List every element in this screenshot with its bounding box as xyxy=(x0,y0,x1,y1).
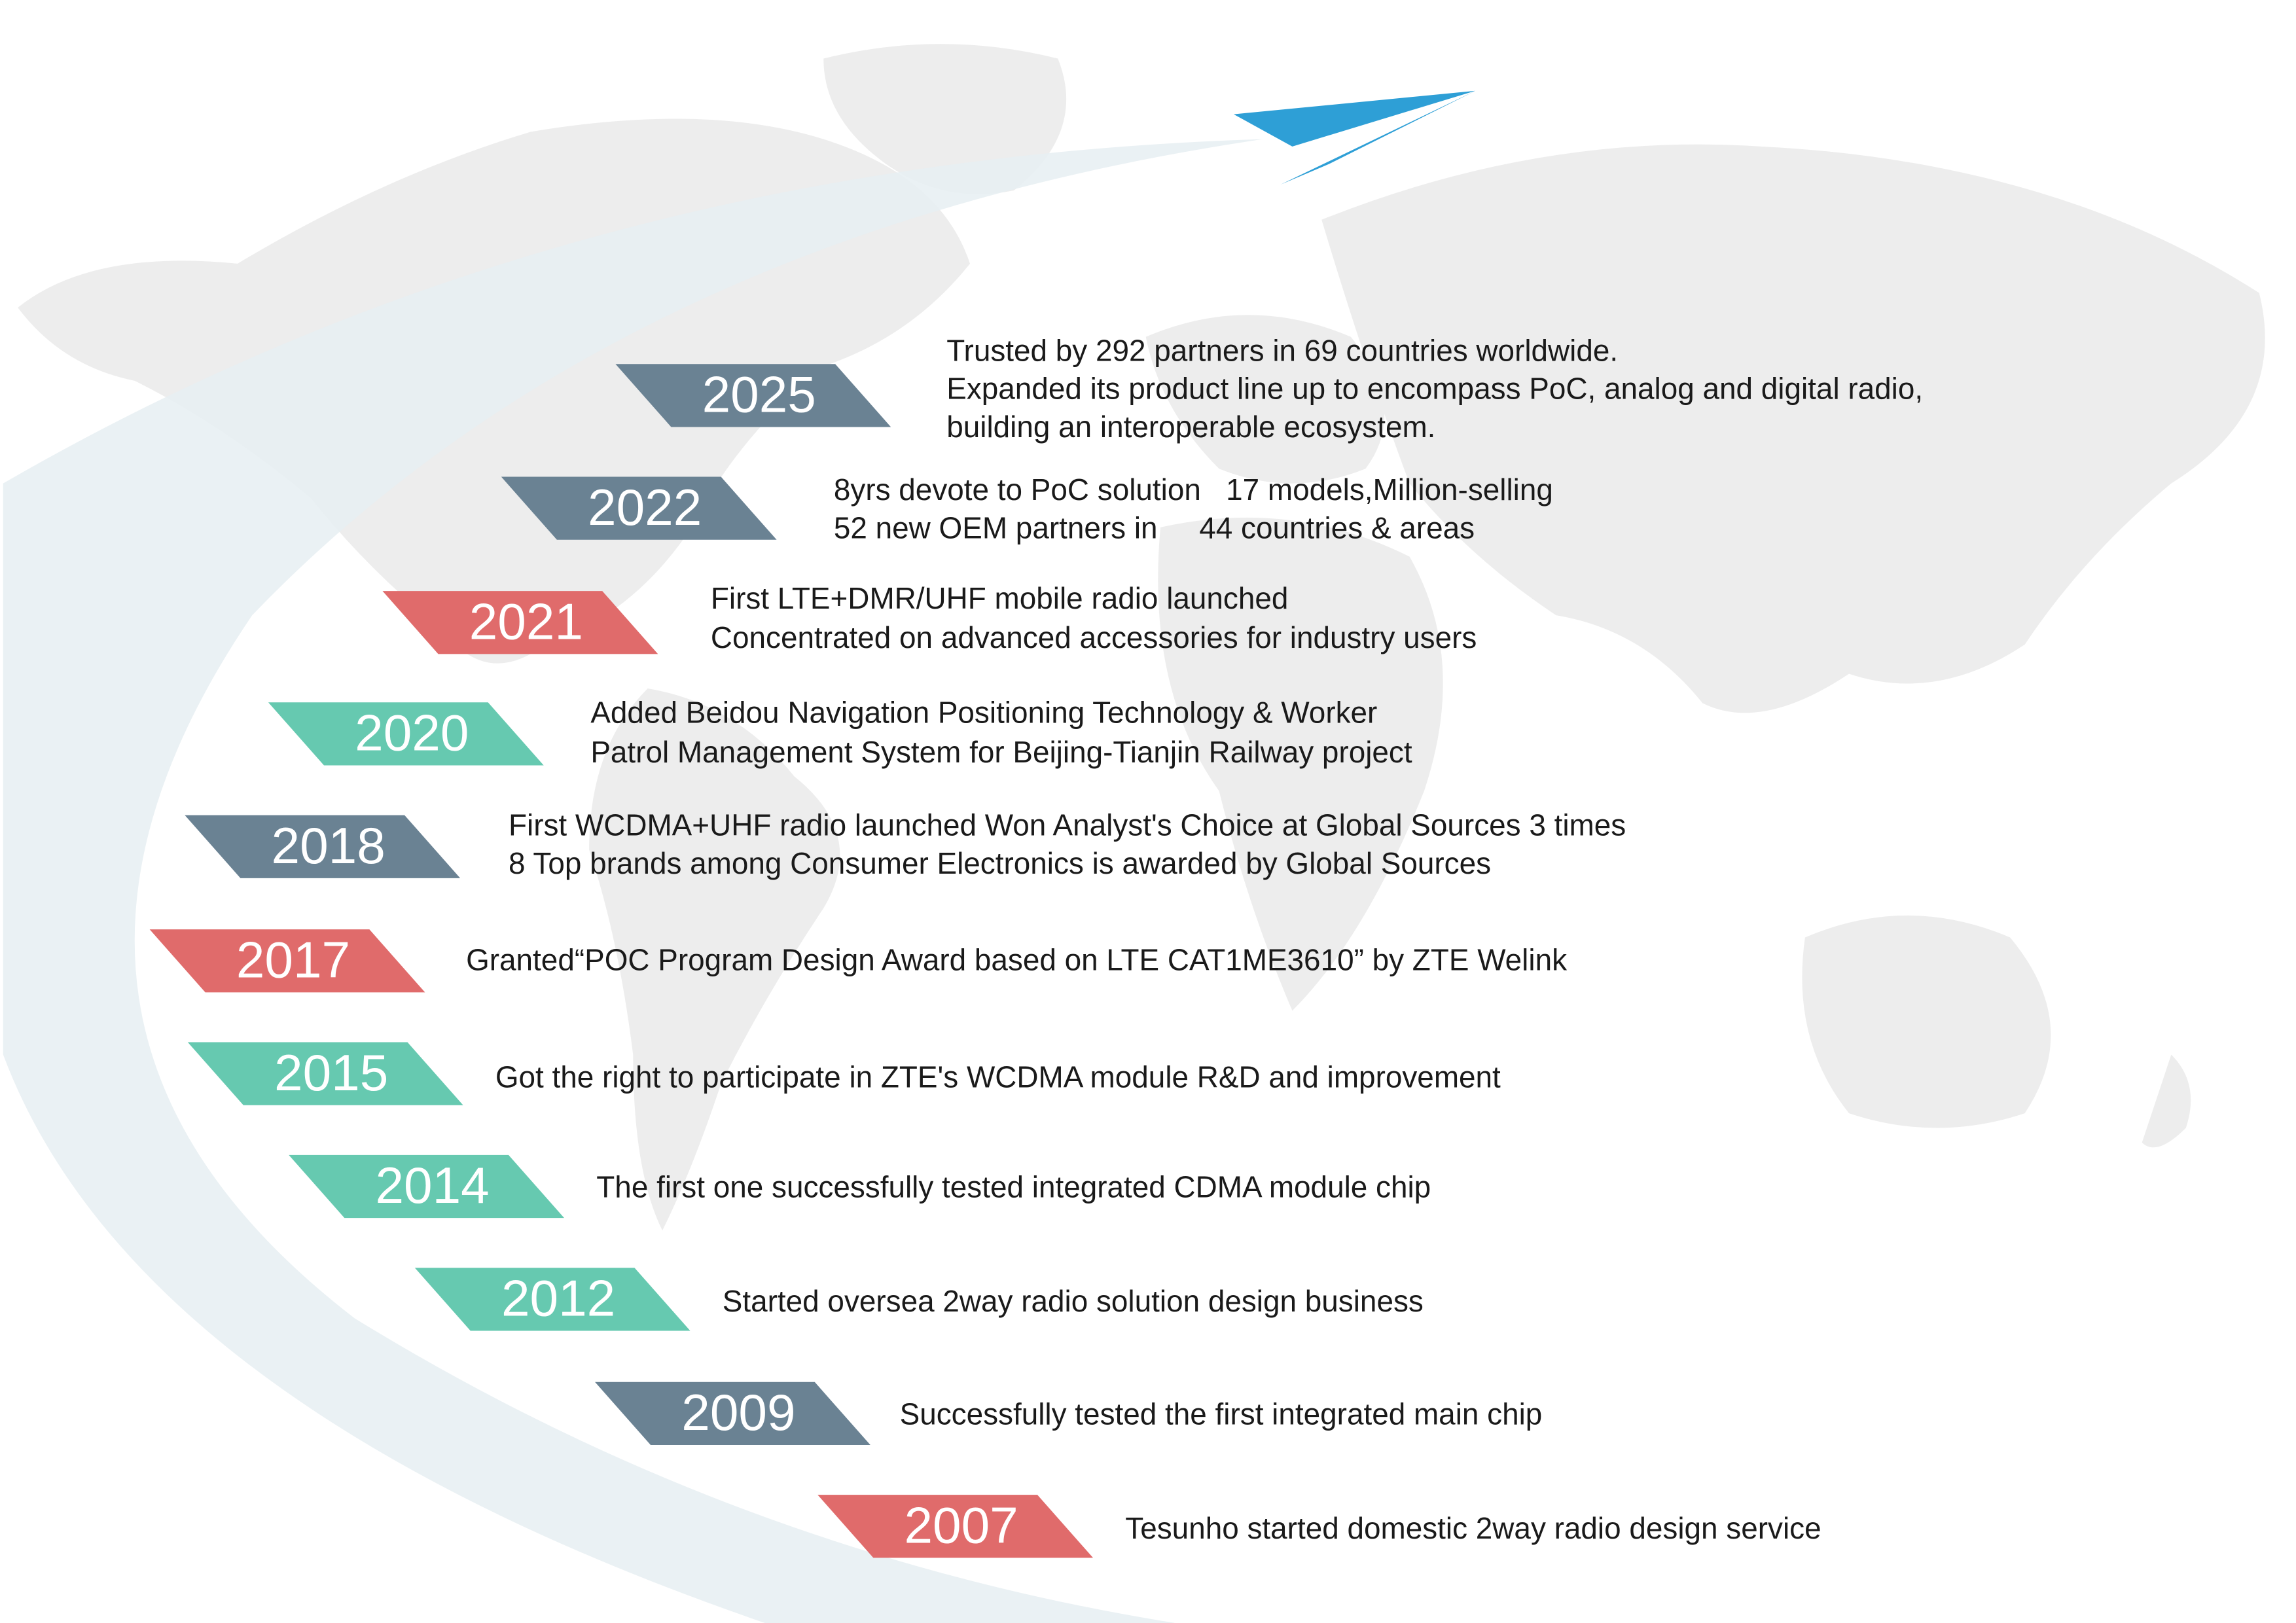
event: 2020 Added Beidou Navigation Positioning … xyxy=(268,695,1412,769)
year-label: 2021 xyxy=(469,592,583,650)
event-text: First LTE+DMR/UHF mobile radio launched xyxy=(711,581,1289,615)
year-badge xyxy=(414,1268,691,1331)
event-text: Tesunho started domestic 2way radio desi… xyxy=(1125,1511,1821,1545)
paper-plane xyxy=(1233,90,1476,185)
year-label: 2017 xyxy=(236,931,350,988)
event-text: Successfully tested the first integrated… xyxy=(900,1397,1543,1431)
year-badge xyxy=(268,702,544,766)
year-badge xyxy=(501,476,777,540)
event: 2022 8yrs devote to PoC solution 17 model… xyxy=(501,473,1553,544)
events: 2025 Trusted by 292 partners in 69 countr… xyxy=(149,334,1923,1558)
event-text: 8 Top brands among Consumer Electronics … xyxy=(509,846,1491,880)
year-badge xyxy=(595,1382,870,1446)
year-label: 2025 xyxy=(702,365,816,423)
event: 2015 Got the right to participate in ZTE'… xyxy=(187,1042,1501,1105)
event: 2014 The first one successfully tested in… xyxy=(289,1154,1431,1219)
event-text: Concentrated on advanced accessories for… xyxy=(711,620,1477,654)
event: 2021 First LTE+DMR/UHF mobile radio launc… xyxy=(382,581,1477,654)
year-badge xyxy=(187,1042,463,1105)
event-text: Patrol Management System for Beijing-Tia… xyxy=(590,735,1412,769)
event-text: The first one successfully tested integr… xyxy=(596,1170,1431,1204)
event: 2012 Started oversea 2way radio solution … xyxy=(414,1268,1424,1331)
event: 2018 First WCDMA+UHF radio launched Won A… xyxy=(185,808,1626,880)
event-text: Started oversea 2way radio solution desi… xyxy=(723,1284,1424,1318)
year-badge xyxy=(185,815,461,878)
year-label: 2020 xyxy=(355,704,469,762)
year-label: 2018 xyxy=(272,817,386,874)
year-label: 2022 xyxy=(588,478,702,536)
event: 2025 Trusted by 292 partners in 69 countr… xyxy=(615,334,1923,444)
year-label: 2012 xyxy=(501,1270,615,1327)
event-text: 52 new OEM partners in 44 countries & ar… xyxy=(834,510,1475,544)
year-label: 2014 xyxy=(375,1156,489,1214)
year-badge xyxy=(149,929,425,993)
year-badge xyxy=(615,364,891,427)
event-text: building an interoperable ecosystem. xyxy=(946,410,1435,444)
year-badge xyxy=(289,1154,565,1219)
year-label: 2015 xyxy=(274,1044,388,1101)
event-text: Got the right to participate in ZTE's WC… xyxy=(495,1060,1501,1094)
event-text: Granted“POC Program Design Award based o… xyxy=(466,943,1567,977)
swoosh xyxy=(3,139,1263,1623)
event: 2017 Granted“POC Program Design Award bas… xyxy=(149,929,1567,993)
year-badge xyxy=(817,1495,1094,1558)
event-text: Added Beidou Navigation Positioning Tech… xyxy=(590,695,1377,729)
year-label: 2007 xyxy=(904,1496,1018,1554)
year-label: 2009 xyxy=(681,1383,795,1441)
event-text: Expanded its product line up to encompas… xyxy=(946,372,1923,406)
event-text: Trusted by 292 partners in 69 countries … xyxy=(946,334,1618,368)
year-badge xyxy=(382,591,658,654)
event: 2009 Successfully tested the first integr… xyxy=(595,1382,1543,1446)
event: 2007 Tesunho started domestic 2way radio … xyxy=(817,1495,1821,1558)
event-text: First WCDMA+UHF radio launched Won Analy… xyxy=(509,808,1626,842)
event-text: 8yrs devote to PoC solution 17 models,Mi… xyxy=(834,473,1553,507)
